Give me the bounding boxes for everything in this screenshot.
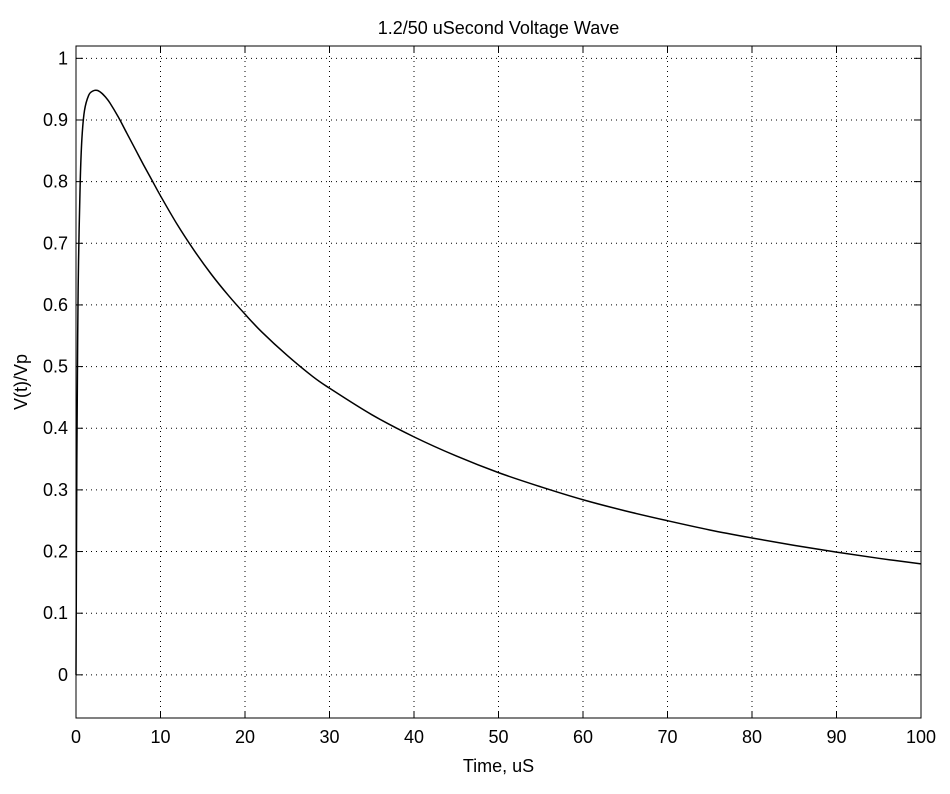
y-tick-label: 0 [58,665,68,685]
x-tick-label: 60 [573,727,593,747]
y-tick-label: 0.1 [43,603,68,623]
y-tick-label: 0.5 [43,357,68,377]
y-tick-label: 0.9 [43,110,68,130]
grid-layer [76,46,921,718]
series-line [75,89,922,675]
series-layer [75,89,922,675]
y-tick-label: 0.6 [43,295,68,315]
x-tick-label: 50 [488,727,508,747]
y-tick-label: 0.3 [43,480,68,500]
x-tick-label: 30 [319,727,339,747]
x-tick-label: 80 [742,727,762,747]
x-tick-label: 90 [826,727,846,747]
x-tick-label: 10 [150,727,170,747]
x-tick-label: 100 [906,727,936,747]
x-tick-label: 40 [404,727,424,747]
y-axis-title: V(t)/Vp [11,354,31,410]
y-tick-label: 0.2 [43,542,68,562]
plot-frame [75,45,922,719]
y-tick-label: 0.7 [43,233,68,253]
labels-layer: 0 10 20 30 40 50 60 70 80 90 100 0 0.1 0.2 0.3 0.4 0.5 0.… [43,48,936,747]
x-tick-label: 70 [657,727,677,747]
chart-title: 1.2/50 uSecond Voltage Wave [378,18,620,38]
y-tick-label: 1 [58,48,68,68]
x-axis-title: Time, uS [463,756,534,776]
y-tick-label: 0.4 [43,418,68,438]
y-tick-label: 0.8 [43,172,68,192]
x-tick-label: 20 [235,727,255,747]
x-tick-label: 0 [71,727,81,747]
